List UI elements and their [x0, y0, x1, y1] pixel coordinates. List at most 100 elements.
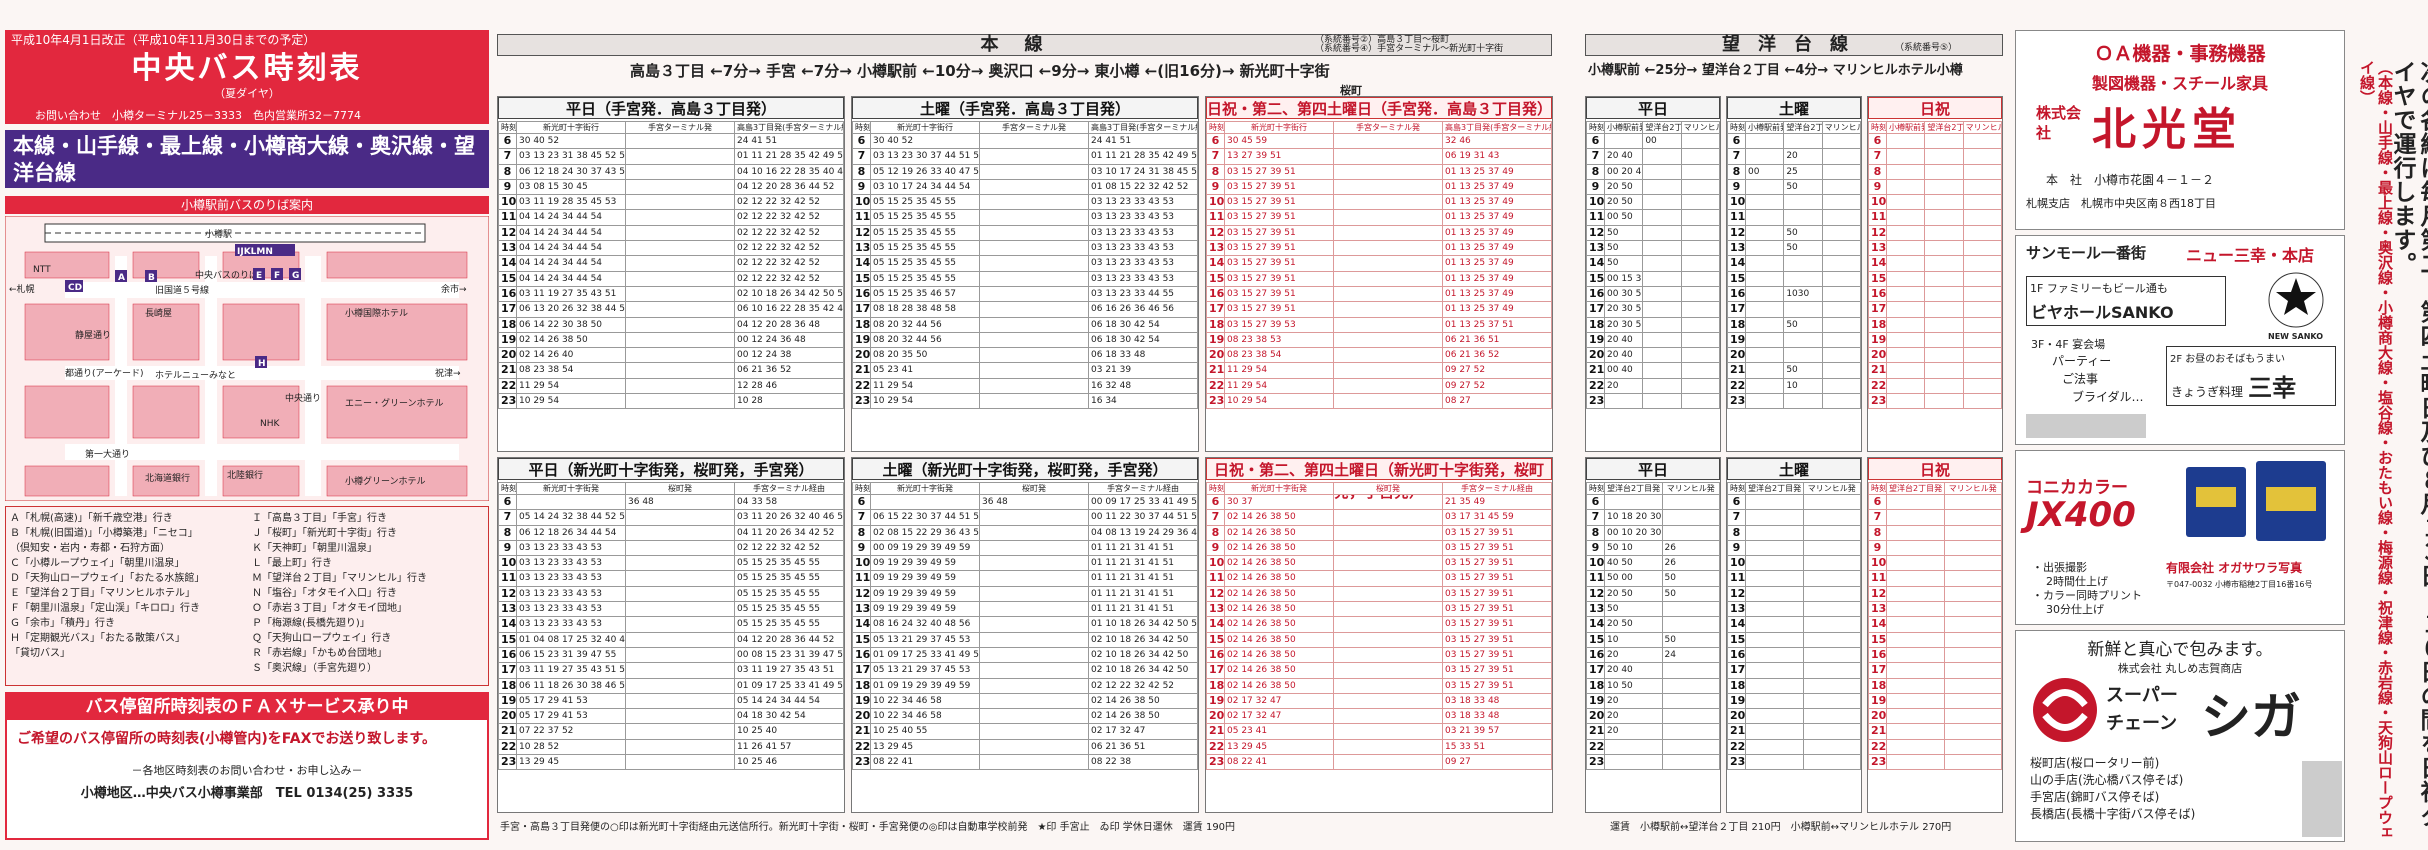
- time-cell: 02 12 22 32 42 52: [734, 539, 844, 557]
- boyo-system: （系統番号⑤）: [1895, 43, 1958, 53]
- time-cell: [1680, 331, 1721, 349]
- time-cell: [1333, 692, 1443, 710]
- hour-cell: 12: [1868, 224, 1887, 242]
- hour-cell: 22: [1586, 377, 1605, 395]
- time-cell: [1333, 377, 1443, 395]
- time-cell: [1821, 209, 1862, 226]
- time-cell: [625, 178, 735, 196]
- ad-sanko-party: パーティー: [2052, 354, 2112, 368]
- time-cell: [1744, 194, 1785, 211]
- time-cell: 26: [1661, 539, 1720, 557]
- time-cell: [1642, 194, 1682, 211]
- time-cell: [870, 493, 980, 511]
- time-cell: [1943, 601, 2002, 618]
- time-cell: [1802, 723, 1861, 740]
- time-cell: [1680, 163, 1721, 180]
- time-cell: 03 17 31 45 59: [1442, 509, 1552, 526]
- time-cell: 00 09 19 29 39 49 59: [870, 539, 980, 557]
- time-cell: [1924, 224, 1964, 242]
- table-row: 19: [1727, 692, 1861, 710]
- hour-cell: 8: [1206, 524, 1225, 541]
- hour-cell: 16: [1868, 646, 1887, 664]
- honsen-route-sub: 桜町: [1340, 84, 1362, 97]
- time-cell: [979, 738, 1089, 756]
- time-cell: 50: [1603, 255, 1644, 272]
- table-row: 21 20: [1586, 723, 1720, 740]
- time-cell: 10 29 54: [516, 393, 626, 410]
- table-row: 10 20 50: [1586, 194, 1721, 211]
- time-cell: 08 23 38 54: [1224, 347, 1334, 364]
- table-row: 20: [1868, 347, 2003, 364]
- time-cell: [1333, 178, 1443, 196]
- hour-cell: 7: [1206, 509, 1225, 526]
- ad-hokko-name: 北光堂: [2092, 104, 2242, 155]
- time-cell: [1603, 393, 1644, 410]
- time-cell: 06 16 26 36 46 56: [1088, 301, 1198, 318]
- time-cell: [1783, 255, 1823, 272]
- time-cell: 01 11 21 31 41 51: [1088, 570, 1198, 587]
- hour-cell: 22: [1727, 738, 1746, 756]
- timetable-weekday-out: 平日（手宮発．高島３丁目発） 時刻 新光町十字街行 手宮ターミナル発 高島3丁目発(手宮…: [497, 96, 845, 452]
- time-cell: [1886, 738, 1945, 756]
- time-cell: [1943, 524, 2002, 541]
- time-cell: [1642, 301, 1682, 318]
- table-row: 13: [1727, 601, 1861, 618]
- time-cell: 03 11 20 26 32 40 46 52 58: [734, 509, 844, 526]
- time-cell: 30 40 52: [870, 132, 980, 150]
- map-label-center: 中央バスのりば: [195, 269, 258, 281]
- table-row: 11: [1727, 570, 1861, 587]
- time-cell: [1943, 555, 2002, 572]
- time-cell: [625, 539, 735, 557]
- table-row: 806 12 18 24 30 37 43 51 59 04 10 16 22 2…: [498, 163, 844, 180]
- ad-shiga: 新鮮と真心で包みます。 株式会社 丸しめ志賀商店 スーパー チェーン シガ 桜町…: [2015, 630, 2345, 842]
- hour-cell: 19: [1868, 331, 1887, 349]
- time-cell: 25: [1783, 163, 1823, 180]
- time-cell: 10: [1604, 631, 1663, 648]
- time-cell: [1680, 316, 1721, 333]
- time-cell: 30 37: [1224, 493, 1334, 511]
- hour-cell: 11: [1586, 570, 1605, 587]
- time-cell: 02 10 18 26 34 42 50: [1088, 646, 1198, 664]
- table-row: 14 03 15 27 39 51 01 13 25 37 49: [1206, 255, 1552, 272]
- table-row: 802 08 15 22 29 36 43 50 57 04 08 13 19 2…: [852, 524, 1198, 541]
- hour-cell: 7: [1868, 509, 1887, 526]
- hour-cell: 21: [1586, 723, 1605, 740]
- time-cell: 06 15 23 31 39 47 55: [516, 646, 626, 664]
- time-cell: [1962, 255, 2003, 272]
- time-cell: [1943, 662, 2002, 679]
- hour-cell: 18: [1727, 677, 1746, 694]
- table-row: 13 04 14 24 34 44 54 02 12 22 32 42 52: [498, 240, 844, 257]
- hour-cell: 17: [498, 301, 517, 318]
- time-cell: 03 13 23 33 43 53: [1088, 240, 1198, 257]
- hour-cell: 15: [852, 270, 871, 287]
- table-row: 7: [1727, 509, 1861, 526]
- time-cell: [979, 316, 1089, 333]
- timetable-col-header: 時刻: [498, 121, 517, 134]
- time-cell: 30 45 59: [1224, 132, 1334, 150]
- hour-cell: 9: [498, 178, 517, 196]
- table-row: 15 10 50: [1586, 631, 1720, 648]
- hour-cell: 10: [852, 555, 871, 572]
- time-cell: [1680, 255, 1721, 272]
- time-cell: [1962, 285, 2003, 303]
- table-row: 23 10 29 54 08 27: [1206, 393, 1552, 410]
- svg-text:IJKLMN: IJKLMN: [237, 247, 273, 257]
- time-cell: 05 15 25 35 45 55: [734, 570, 844, 587]
- timetable-title: 日祝: [1868, 458, 2002, 480]
- timetable-grid: 時刻 望洋台2丁目発 マリンヒル発 6 7 8 9 10 11 12 13 14 15 16 17 18 19 2…: [1727, 482, 1861, 771]
- time-cell: [1886, 754, 1945, 771]
- table-row: 11 05 15 25 35 45 55 03 13 23 33 43 53: [852, 209, 1198, 226]
- hour-cell: 19: [852, 692, 871, 710]
- legend-item: Ｊ「桜町」「新光町十字街」行き: [252, 528, 397, 539]
- table-row: 9: [1868, 178, 2003, 196]
- time-cell: [625, 224, 735, 242]
- page-subtitle: （夏ダイヤ）: [214, 87, 280, 100]
- time-cell: [1744, 285, 1785, 303]
- time-cell: [1333, 708, 1443, 725]
- timetable-col-header: 新光町十字街行: [870, 121, 980, 134]
- time-cell: [1962, 132, 2003, 150]
- hour-cell: 15: [498, 270, 517, 287]
- time-cell: [1885, 132, 1926, 150]
- hour-cell: 15: [1868, 270, 1887, 287]
- table-row: 6 30 40 52 24 41 51: [852, 132, 1198, 150]
